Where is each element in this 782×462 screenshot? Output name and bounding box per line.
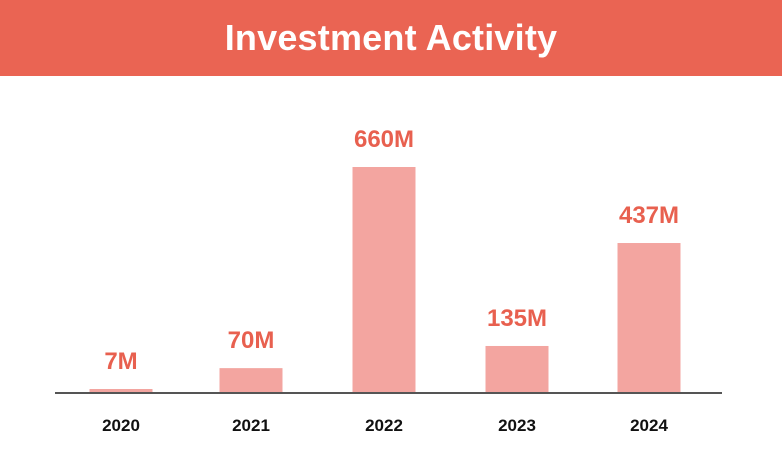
x-tick-label-2024: 2024 xyxy=(630,416,668,435)
value-label-2024: 437M xyxy=(619,202,679,229)
x-tick-label-2022: 2022 xyxy=(365,416,403,435)
title-banner: Investment Activity xyxy=(0,0,782,76)
bar-2021 xyxy=(219,368,283,392)
x-tick-label-2020: 2020 xyxy=(102,416,140,435)
bar-2024 xyxy=(617,243,681,392)
value-label-2020: 7M xyxy=(104,348,137,375)
bars-group xyxy=(89,167,681,392)
x-tick-label-2023: 2023 xyxy=(498,416,536,435)
x-tick-label-2021: 2021 xyxy=(232,416,270,435)
value-labels-group: 7M 70M 660M 135M 437M xyxy=(104,126,679,375)
tick-labels-group: 2020 2021 2022 2023 2024 xyxy=(102,416,668,435)
bar-2020 xyxy=(89,389,153,392)
value-label-2023: 135M xyxy=(487,305,547,332)
chart-title: Investment Activity xyxy=(224,17,558,58)
value-label-2022: 660M xyxy=(354,126,414,153)
bar-2023 xyxy=(485,345,549,392)
value-label-2021: 70M xyxy=(228,327,275,354)
bar-2022 xyxy=(352,167,416,392)
